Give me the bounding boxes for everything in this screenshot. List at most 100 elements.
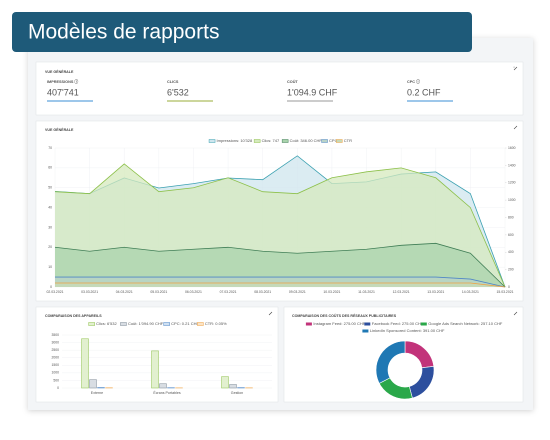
y2-tick-label: 600: [508, 233, 514, 237]
banner-title: Modèles de rapports: [28, 21, 219, 44]
legend-label: CTR: [344, 138, 352, 143]
y-tick-label: 1500: [51, 363, 59, 367]
expand-icons: [268, 66, 518, 316]
kpi-label: IMPRESSIONS ⓘ: [47, 79, 78, 84]
legend-swatch: [321, 139, 328, 143]
legend-label: Facebook Feed: 275.00 CHF: [372, 321, 424, 326]
y2-tick-label: 200: [508, 268, 514, 272]
x-tick-label: 03.03.2021: [81, 290, 98, 294]
legend-swatch: [305, 322, 312, 326]
legend-swatch: [420, 322, 427, 326]
legend-label: Clics: 6'532: [96, 321, 117, 326]
legend-label: LinkedIn Sponsored Content: 391.00 CHF: [370, 328, 445, 333]
area: [55, 283, 505, 287]
bar: [89, 379, 97, 389]
x-tick-label: 04.03.2021: [116, 290, 133, 294]
bar: [151, 350, 159, 389]
x-tick-label: 14.03.2021: [462, 290, 479, 294]
kpi-label: COÛT: [287, 79, 298, 84]
x-tick-label: Externe: [91, 391, 103, 395]
kpi-value: 6'532: [167, 87, 189, 97]
y-tick-label: 3000: [51, 340, 59, 344]
legend-swatch: [88, 322, 95, 326]
line: [55, 276, 506, 288]
x-tick-label: 10.03.2021: [323, 290, 340, 294]
legend-swatch: [197, 322, 204, 326]
x-tick-label: 02.03.2021: [47, 290, 64, 294]
legend-swatch: [364, 322, 371, 326]
kpi-value: 1'094.9 CHF: [287, 87, 338, 97]
legend-label: CPC: 0.21 CHF: [171, 321, 199, 326]
y-tick-label: 500: [53, 378, 59, 382]
y-tick-label: 0: [57, 386, 59, 390]
legend-label: Google Ads Search Network: 257.10 CHF: [428, 321, 503, 326]
bar: [81, 338, 89, 389]
x-tick-label: 11.03.2021: [358, 290, 375, 294]
x-tick-label: 06.03.2021: [185, 290, 202, 294]
y2-tick-label: 1400: [508, 163, 516, 167]
line: [54, 163, 506, 288]
y2-tick-label: 1000: [508, 198, 516, 202]
legend-label: Instagram Feed: 275.00 CHF: [313, 321, 365, 326]
x-tick-label: 13.03.2021: [427, 290, 444, 294]
y-tick-label: 30: [48, 225, 52, 229]
x-tick-label: 12.03.2021: [393, 290, 410, 294]
x-tick-label: Gestion: [231, 391, 243, 395]
y-tick-label: 50: [48, 186, 52, 190]
donut-slice: [375, 340, 406, 384]
panel-title: VUE GÉNÉRALE: [45, 127, 74, 132]
x-tick-label: 15.03.2021: [497, 290, 514, 294]
legend-swatch: [208, 139, 216, 143]
kpi-value: 407'741: [47, 87, 79, 97]
y2-tick-label: 400: [508, 250, 514, 254]
legend-swatch: [163, 322, 170, 326]
legend-label: Impressions: 10'328: [217, 138, 253, 143]
y-tick-label: 20: [48, 245, 52, 249]
y-tick-label: 1000: [51, 371, 59, 375]
y2-tick-label: 1200: [508, 181, 516, 185]
legend-label: CPC: [329, 138, 338, 143]
legend-label: Coût: 1'094.90 CHF: [128, 321, 164, 326]
line: [55, 282, 506, 288]
legend-label: Coût: 346.00 CHF: [290, 138, 323, 143]
legend-label: CTR: 0.05%: [205, 321, 227, 326]
area: [55, 243, 505, 287]
y-tick-label: 2000: [51, 356, 59, 360]
x-tick-label: 09.03.2021: [289, 290, 306, 294]
kpi-value: 0.2 CHF: [407, 87, 441, 97]
bar: [221, 376, 229, 389]
x-tick-label: 07.03.2021: [220, 290, 237, 294]
legend-label: Clics: 747: [262, 138, 280, 143]
y-tick-label: 70: [48, 146, 52, 150]
legend-swatch: [281, 139, 289, 143]
y-tick-label: 0: [50, 285, 52, 289]
banner: [12, 12, 472, 52]
legend-swatch: [336, 139, 343, 143]
x-tick-label: 08.03.2021: [254, 290, 271, 294]
legend-swatch: [120, 322, 127, 326]
legend-swatch: [362, 329, 369, 333]
bar: [159, 383, 167, 389]
legend-swatch: [253, 139, 261, 143]
y-tick-label: 3500: [51, 333, 59, 337]
panel-title: COMPARAISON DES APPAREILS: [45, 314, 102, 318]
panel-title: COMPARAISON DES COÛTS DES RÉSEAUX PUBLIC…: [292, 313, 397, 318]
kpi-label: CLICS: [167, 80, 179, 84]
x-tick-label: Écrans Portables: [153, 390, 181, 395]
x-tick-label: 05.03.2021: [150, 290, 167, 294]
y-tick-label: 2500: [51, 348, 59, 352]
y-tick-label: 60: [48, 166, 52, 170]
kpi-label: CPC ⓘ: [407, 79, 420, 84]
panel: [283, 306, 524, 403]
line: [54, 242, 506, 288]
y-tick-label: 40: [48, 205, 52, 209]
y-tick-label: 10: [48, 265, 52, 269]
y2-tick-label: 0: [508, 285, 510, 289]
panel: [35, 61, 524, 116]
y2-tick-label: 1600: [508, 146, 516, 150]
bar: [229, 384, 237, 389]
panel-title: VUE GÉNÉRALE: [45, 69, 74, 74]
